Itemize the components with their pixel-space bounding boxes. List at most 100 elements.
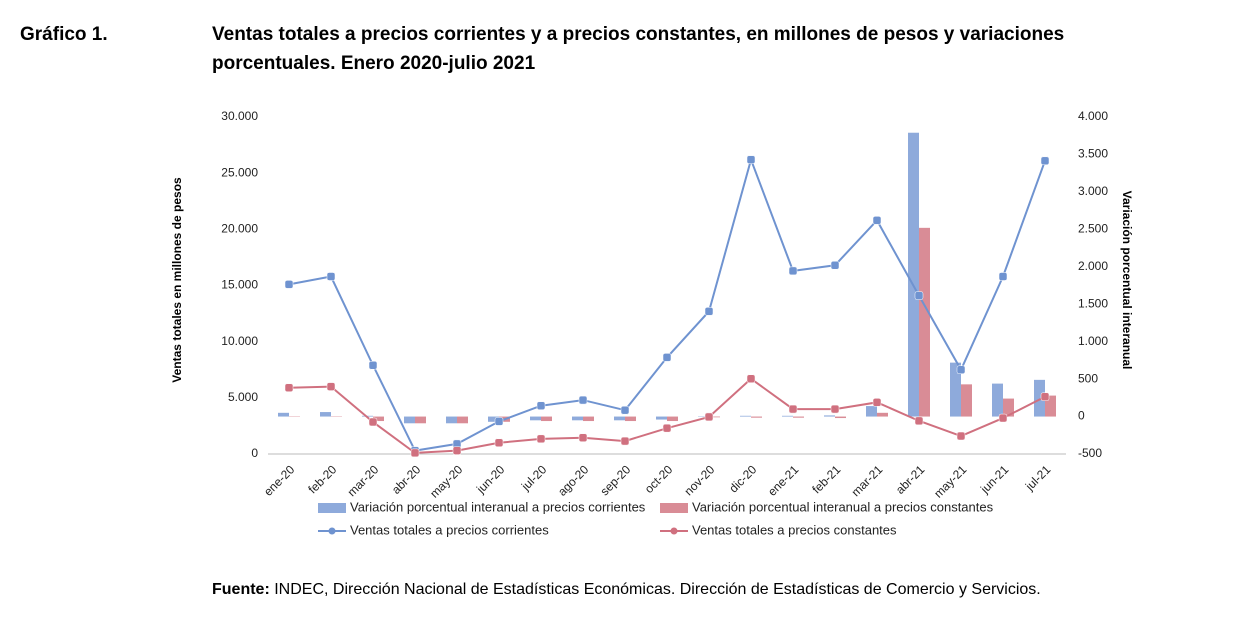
source-label: Fuente: [212,581,270,598]
chart-title: porcentuales. Enero 2020-julio 2021 [212,53,536,74]
marker [957,366,965,374]
marker [747,156,755,164]
x-tick-label: may-20 [427,462,465,500]
bar [457,417,468,424]
marker [789,405,797,413]
marker [327,273,335,281]
marker [369,361,377,369]
marker [1041,393,1049,401]
bar [320,412,331,416]
y2-tick-label: 1.500 [1078,296,1108,310]
bar [866,406,877,416]
bar [824,415,835,416]
marker [705,307,713,315]
line [289,160,1045,451]
marker [705,413,713,421]
bar [992,384,1003,417]
legend-label: Ventas totales a precios constantes [692,522,897,537]
bar [877,413,888,417]
marker [873,216,881,224]
y2-tick-label: 2.000 [1078,259,1108,273]
x-tick-label: abr-20 [389,462,424,497]
bar [278,413,289,417]
marker [831,261,839,269]
marker [495,417,503,425]
x-tick-label: jul-21 [1022,462,1054,494]
bar [835,417,846,418]
y2-tick-label: 500 [1078,371,1098,385]
x-tick-label: may-21 [931,462,969,500]
y2-tick-label: -500 [1078,446,1102,460]
marker [579,434,587,442]
marker [915,292,923,300]
bar [751,417,762,418]
marker [999,414,1007,422]
marker [537,435,545,443]
marker [831,405,839,413]
bar [919,228,930,417]
x-tick-label: oct-20 [642,462,676,496]
marker [789,267,797,275]
x-tick-label: ene-21 [765,462,802,499]
marker [453,447,461,455]
chart-title: Ventas totales a precios corrientes y a … [212,24,1064,45]
bar [667,417,678,421]
marker [915,417,923,425]
bar [961,384,972,416]
legend-swatch [329,528,336,535]
x-tick-label: mar-20 [345,462,382,499]
y-axis-title: Ventas totales en millones de pesos [170,177,184,383]
bar [572,417,583,421]
y2-tick-label: 1.000 [1078,334,1108,348]
y2-axis-title: Variación porcentual interanual [1120,191,1134,370]
marker [747,375,755,383]
x-tick-label: abr-21 [893,462,928,497]
bar [530,417,541,421]
bar [583,417,594,421]
bar [415,417,426,424]
marker [285,384,293,392]
x-tick-label: jun-20 [473,462,507,496]
bar [446,417,457,424]
chart-label: Gráfico 1. [20,24,108,45]
x-tick-label: nov-20 [682,462,718,498]
marker [1041,157,1049,165]
legend-label: Variación porcentual interanual a precio… [350,499,646,514]
bar [793,417,804,418]
bar [625,417,636,421]
x-tick-label: sep-20 [598,462,634,498]
marker [621,437,629,445]
marker [369,418,377,426]
y2-tick-label: 0 [1078,409,1085,423]
bar [614,417,625,421]
marker [999,273,1007,281]
y-tick-label: 15.000 [221,278,258,292]
y2-tick-label: 3.500 [1078,147,1108,161]
x-tick-label: dic-20 [726,462,759,495]
bar [656,417,667,420]
legend-swatch [671,528,678,535]
source-text: INDEC, Dirección Nacional de Estadística… [274,581,1041,598]
bar [908,133,919,417]
x-tick-label: feb-20 [305,462,339,496]
legend-label: Ventas totales a precios corrientes [350,522,549,537]
bar [740,416,751,417]
x-tick-label: ago-20 [555,462,592,499]
marker [621,406,629,414]
x-tick-label: feb-21 [809,462,843,496]
y-tick-label: 10.000 [221,334,258,348]
marker [957,432,965,440]
source: Fuente: INDEC, Dirección Nacional de Est… [212,581,1041,598]
marker [663,353,671,361]
marker [663,424,671,432]
marker [873,398,881,406]
legend-swatch [318,503,346,513]
y-tick-label: 5.000 [228,390,258,404]
y2-tick-label: 4.000 [1078,109,1108,123]
legend-label: Variación porcentual interanual a precio… [692,499,994,514]
x-tick-label: jun-21 [977,462,1011,496]
x-tick-label: ene-20 [261,462,298,499]
y-tick-label: 20.000 [221,222,258,236]
line [289,379,1045,453]
